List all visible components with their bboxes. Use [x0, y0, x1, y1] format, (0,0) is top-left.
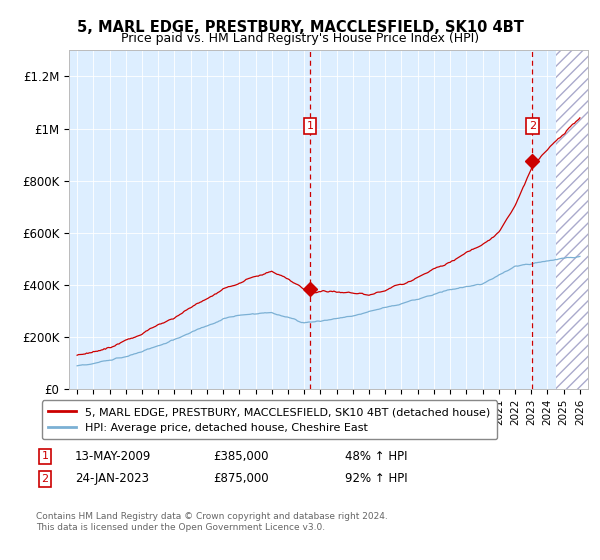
Legend: 5, MARL EDGE, PRESTBURY, MACCLESFIELD, SK10 4BT (detached house), HPI: Average p: 5, MARL EDGE, PRESTBURY, MACCLESFIELD, S… — [41, 400, 497, 439]
Text: Price paid vs. HM Land Registry's House Price Index (HPI): Price paid vs. HM Land Registry's House … — [121, 32, 479, 45]
Text: 24-JAN-2023: 24-JAN-2023 — [75, 472, 149, 486]
Text: 13-MAY-2009: 13-MAY-2009 — [75, 450, 151, 463]
Bar — [556, 50, 588, 389]
Text: 92% ↑ HPI: 92% ↑ HPI — [345, 472, 407, 486]
Text: 2: 2 — [41, 474, 49, 484]
Text: 1: 1 — [307, 121, 314, 131]
Text: £875,000: £875,000 — [213, 472, 269, 486]
Text: £385,000: £385,000 — [213, 450, 269, 463]
Text: 48% ↑ HPI: 48% ↑ HPI — [345, 450, 407, 463]
Text: 1: 1 — [41, 451, 49, 461]
Text: Contains HM Land Registry data © Crown copyright and database right 2024.
This d: Contains HM Land Registry data © Crown c… — [36, 512, 388, 532]
Text: 5, MARL EDGE, PRESTBURY, MACCLESFIELD, SK10 4BT: 5, MARL EDGE, PRESTBURY, MACCLESFIELD, S… — [77, 20, 523, 35]
Text: 2: 2 — [529, 121, 536, 131]
